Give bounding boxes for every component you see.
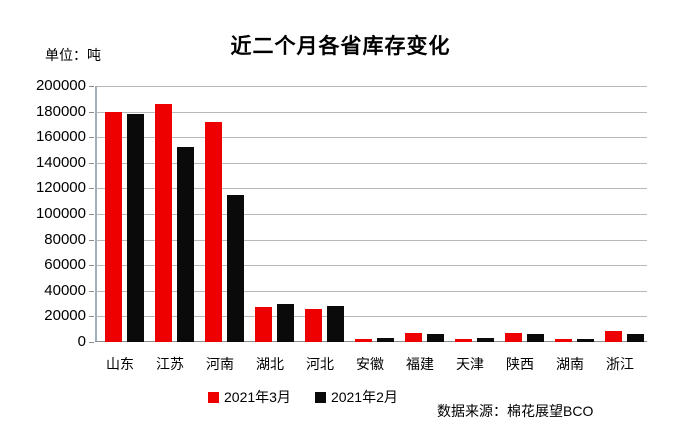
x-axis-label: 安徽 <box>356 356 384 372</box>
bar <box>477 338 494 342</box>
bar <box>455 339 472 342</box>
y-tick-mark <box>89 163 94 164</box>
bar <box>105 112 122 342</box>
plot-area <box>95 86 647 342</box>
gridline <box>97 86 647 87</box>
y-axis-tick-label: 160000 <box>35 128 86 145</box>
x-axis-label: 山东 <box>106 356 134 372</box>
bar <box>355 339 372 342</box>
legend-item: 2021年2月 <box>314 387 398 407</box>
y-axis-tick-label: 100000 <box>35 205 86 222</box>
y-axis-tick-label: 200000 <box>35 77 86 94</box>
data-source: 数据来源：棉花展望BCO <box>437 403 594 419</box>
gridline <box>97 214 647 215</box>
legend-label: 2021年3月 <box>224 389 291 405</box>
x-axis-label: 江苏 <box>156 356 184 372</box>
legend-item: 2021年3月 <box>208 387 291 407</box>
y-tick-mark <box>89 291 94 292</box>
bar <box>155 104 172 342</box>
x-axis-label: 浙江 <box>606 356 634 372</box>
y-axis-tick-label: 40000 <box>44 282 86 299</box>
y-axis-tick-label: 80000 <box>44 231 86 248</box>
y-axis-tick-label: 0 <box>77 333 86 350</box>
x-axis-label: 湖北 <box>256 356 284 372</box>
bar <box>327 306 344 342</box>
y-tick-mark <box>89 342 94 343</box>
gridline <box>97 163 647 164</box>
y-tick-mark <box>89 316 94 317</box>
bar <box>405 333 422 342</box>
y-tick-mark <box>89 240 94 241</box>
bar <box>127 114 144 342</box>
y-axis-tick-label: 140000 <box>35 154 86 171</box>
bar <box>427 334 444 342</box>
gridline <box>97 265 647 266</box>
y-tick-mark <box>89 137 94 138</box>
bar <box>227 195 244 342</box>
bar <box>605 331 622 342</box>
legend-color-swatch <box>314 391 326 403</box>
bar <box>627 334 644 342</box>
gridline <box>97 291 647 292</box>
gridline <box>97 112 647 113</box>
bar <box>505 333 522 342</box>
legend-label: 2021年2月 <box>330 389 398 405</box>
x-axis-label: 湖南 <box>556 356 584 372</box>
y-axis-tick-label: 20000 <box>44 307 86 324</box>
x-axis-label: 陕西 <box>506 356 534 372</box>
y-axis-tick-label: 180000 <box>35 103 86 120</box>
bar <box>527 334 544 342</box>
y-tick-mark <box>89 112 94 113</box>
unit-label: 单位：吨 <box>45 47 101 63</box>
legend: 2021年3月 2021年2月 <box>208 387 398 407</box>
gridline <box>97 137 647 138</box>
x-axis-label: 天津 <box>456 356 484 372</box>
y-tick-mark <box>89 214 94 215</box>
bar <box>305 309 322 342</box>
bar <box>555 339 572 342</box>
gridline <box>97 240 647 241</box>
y-axis-tick-label: 60000 <box>44 256 86 273</box>
y-axis-tick-label: 120000 <box>35 179 86 196</box>
bar <box>277 304 294 342</box>
x-axis-label: 河南 <box>206 356 234 372</box>
bar <box>177 147 194 342</box>
gridline <box>97 316 647 317</box>
bar <box>205 122 222 342</box>
chart-title: 近二个月各省库存变化 <box>230 35 451 58</box>
y-tick-mark <box>89 188 94 189</box>
gridline <box>97 188 647 189</box>
bar <box>255 307 272 342</box>
bar <box>577 339 594 342</box>
y-tick-mark <box>89 86 94 87</box>
x-axis-label: 福建 <box>406 356 434 372</box>
legend-color-swatch <box>208 391 219 403</box>
x-axis-label: 河北 <box>306 356 334 372</box>
y-tick-mark <box>89 265 94 266</box>
bar <box>377 338 394 342</box>
